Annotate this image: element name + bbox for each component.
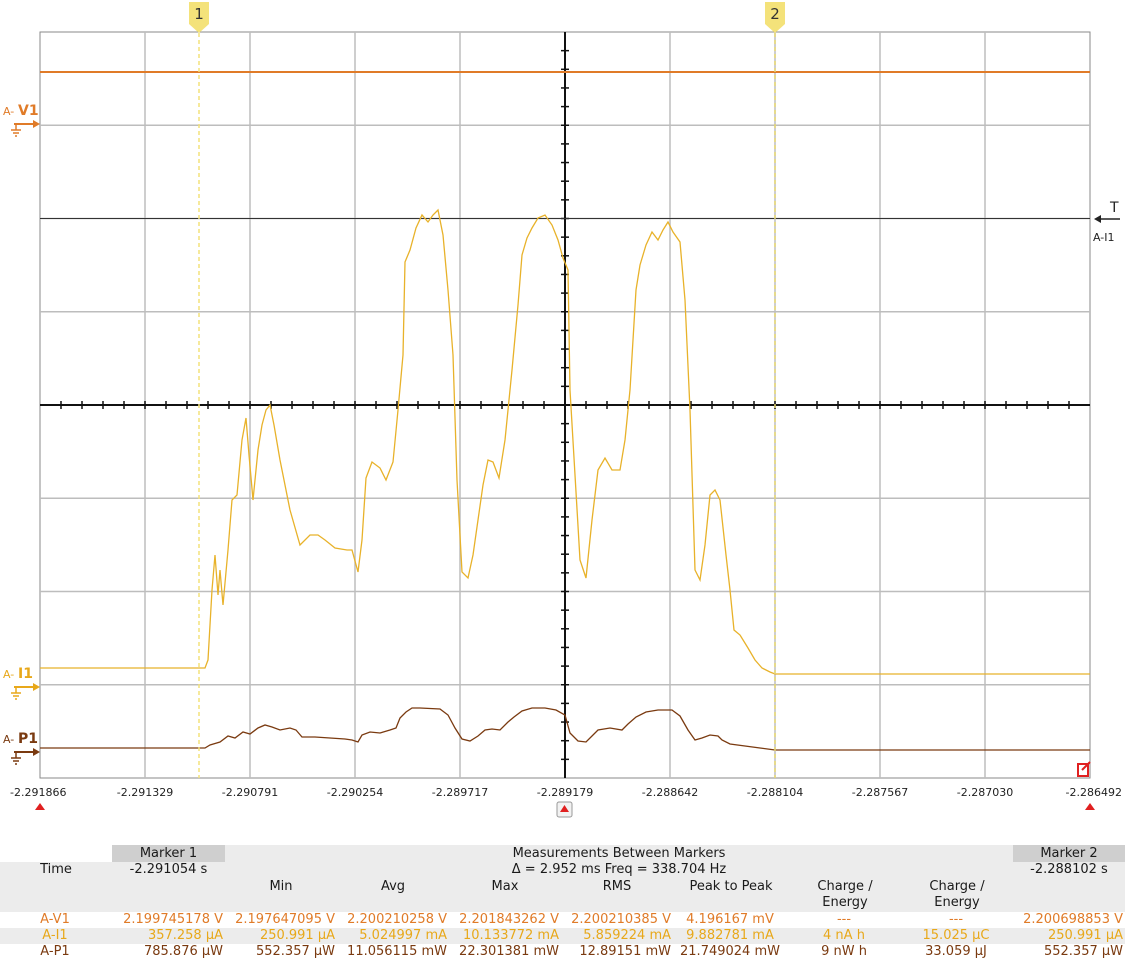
marker2-header-bar [1013,845,1125,862]
ground-icon [11,120,40,137]
cell-ce1: 9 nW h [821,944,867,959]
oscilloscope-display[interactable]: -2.291866 -2.291329 -2.290791 -2.290254 -2.2… [0,0,1125,846]
marker1-header-bar [112,845,225,862]
scroll-right-arrow-icon[interactable] [1085,803,1095,810]
cell-ce2: 33.059 µJ [925,944,987,959]
cell-rms: 2.200210385 V [571,912,671,927]
x-tick-label: -2.289179 [537,786,593,799]
row-bar [0,928,1125,944]
channel-i1-label[interactable]: A- I1 [3,666,40,700]
trigger-label: T [1109,200,1119,216]
channel-p1-name: P1 [18,731,38,747]
x-tick-label: -2.288104 [747,786,803,799]
marker-lines[interactable] [198,33,776,778]
marker1-time: -2.291054 s [129,862,208,877]
channel-p1-prefix: A- [3,733,14,746]
between-header-bar [225,845,1013,862]
trigger-indicator[interactable]: T A-I1 [1093,200,1120,244]
marker1-header: Marker 1 [139,846,198,861]
col-charge-energy-2-a: Charge / [929,879,985,894]
x-tick-label: -2.287567 [852,786,908,799]
marker-1-flag[interactable]: 1 [189,2,209,33]
cell-max: 22.301381 mW [459,944,559,959]
channel-p1-label[interactable]: A- P1 [3,731,40,765]
cell-name: A-V1 [40,912,70,927]
col-avg: Avg [380,879,406,894]
trigger-source: A-I1 [1093,231,1115,244]
time-row-bar [0,862,1125,879]
cell-max: 10.133772 mA [463,928,559,943]
waveform-plot[interactable]: -2.291866 -2.291329 -2.290791 -2.290254 -2.2… [0,0,1125,845]
center-axes [40,32,1090,778]
col-max: Max [491,879,519,894]
zoom-corner-icon[interactable] [1077,761,1091,777]
col-rms: RMS [602,879,632,894]
x-tick-label: -2.287030 [957,786,1013,799]
x-tick-label: -2.289717 [432,786,488,799]
cell-m1: 785.876 µW [143,944,223,959]
column-header-bar [0,879,1125,912]
cell-rms: 5.859224 mA [583,928,671,943]
trace-p1 [40,707,1090,751]
col-charge-energy-1-b: Energy [822,895,868,910]
marker2-time: -2.288102 s [1030,862,1108,877]
channel-v1-name: V1 [18,103,39,119]
cell-ce1: 4 nA h [823,928,865,943]
x-tick-label: -2.291329 [117,786,173,799]
cell-rms: 12.89151 mW [579,944,671,959]
scroll-center-icon[interactable] [556,801,573,818]
x-tick-label: -2.288642 [642,786,698,799]
between-header: Measurements Between Markers [512,846,726,861]
delta-freq: Δ = 2.952 ms Freq = 338.704 Hz [511,862,727,877]
col-charge-energy-1-a: Charge / [817,879,873,894]
cell-p2p: 21.749024 mW [680,944,780,959]
col-charge-energy-2-b: Energy [934,895,980,910]
marker-2-label: 2 [770,5,780,23]
col-peak-to-peak: Peak to Peak [689,879,773,894]
cell-avg: 5.024997 mA [359,928,447,943]
time-label: Time [40,862,72,877]
channel-i1-prefix: A- [3,668,14,681]
marker-1-label: 1 [194,5,204,23]
channel-v1-label[interactable]: A- V1 [3,103,40,137]
cell-ce2: 15.025 µC [922,928,990,943]
x-tick-labels: -2.291866 -2.291329 -2.290791 -2.290254 -2.2… [10,786,1122,799]
x-tick-label: -2.286492 [1066,786,1122,799]
x-tick-label: -2.291866 [10,786,66,799]
cell-avg: 2.200210258 V [347,912,447,927]
marker2-header: Marker 2 [1040,846,1098,861]
cell-ce2: --- [948,912,964,927]
cell-name: A-I1 [42,928,68,943]
ground-icon [11,748,40,765]
measurements-table: Marker 1 Measurements Between Markers Ma… [0,845,1125,963]
marker-2-flag[interactable]: 2 [765,2,785,33]
cell-min: 250.991 µA [259,928,335,943]
cell-m2: 250.991 µA [1047,928,1123,943]
x-tick-label: -2.290791 [222,786,278,799]
traces [40,71,1090,751]
cell-p2p: 4.196167 mV [686,912,774,927]
cell-p2p: 9.882781 mA [686,928,774,943]
cell-m2: 552.357 µW [1043,944,1123,959]
cell-m2: 2.200698853 V [1023,912,1123,927]
x-tick-label: -2.290254 [327,786,383,799]
cell-ce1: --- [836,912,852,927]
col-min: Min [269,879,293,894]
channel-i1-name: I1 [18,666,33,682]
cell-name: A-P1 [40,944,70,959]
trace-i1 [40,208,1090,675]
cell-min: 552.357 µW [255,944,335,959]
channel-v1-prefix: A- [3,105,14,118]
cell-min: 2.197647095 V [235,912,335,927]
scroll-left-arrow-icon[interactable] [35,803,45,810]
cell-m1: 357.258 µA [147,928,223,943]
cell-max: 2.201843262 V [459,912,559,927]
cell-m1: 2.199745178 V [123,912,223,927]
cell-avg: 11.056115 mW [347,944,447,959]
ground-icon [11,683,40,700]
